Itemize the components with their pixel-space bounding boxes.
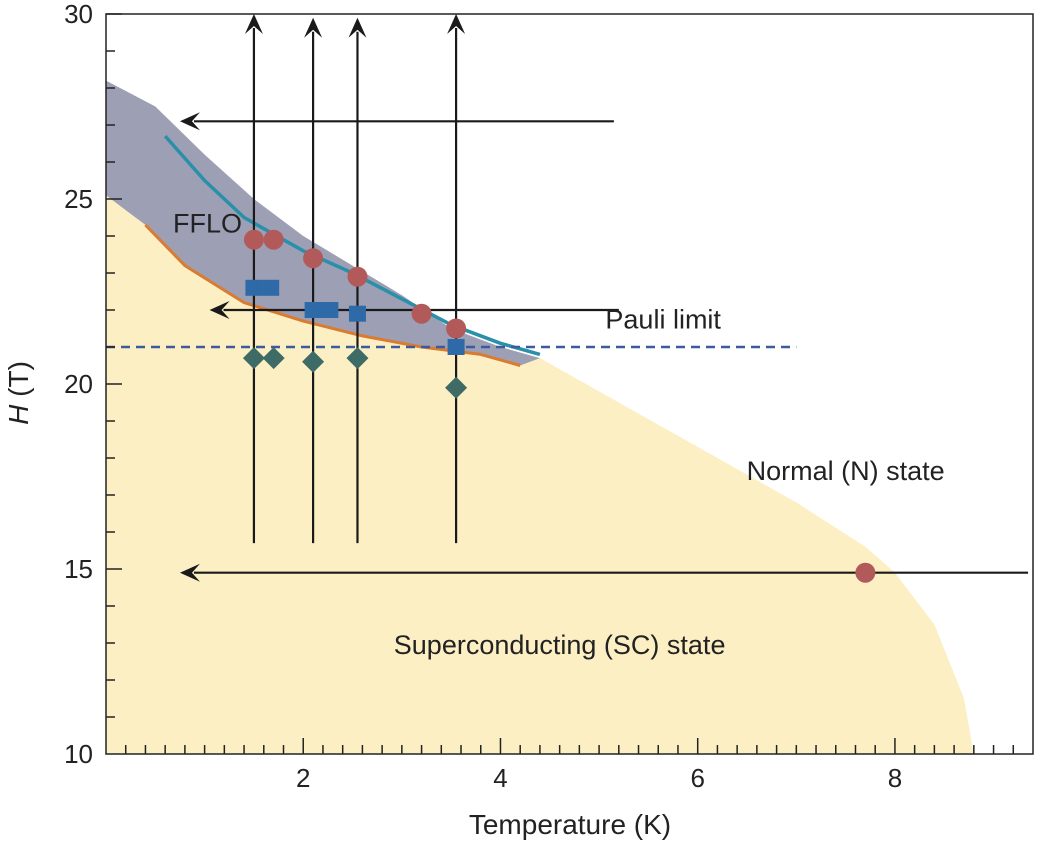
horizontal-arrow-3-head [179, 563, 200, 582]
square-marker-5 [348, 305, 366, 322]
diamond-marker-3 [302, 350, 325, 373]
circle-marker-4 [347, 266, 368, 287]
diamond-marker-4 [346, 347, 369, 370]
horizontal-arrow-1 [179, 112, 614, 131]
vertical-arrow-1-head [244, 14, 263, 34]
vertical-arrow-2 [304, 17, 323, 544]
sc-label: Superconducting (SC) state [394, 630, 726, 660]
square-marker-3 [304, 302, 322, 318]
y-tick-label: 25 [64, 184, 93, 214]
vertical-arrow-3 [348, 17, 367, 544]
diamond-marker-5 [445, 376, 468, 399]
square-marker-1 [245, 279, 263, 296]
x-tick-label: 2 [296, 763, 310, 793]
x-tick-label: 8 [888, 763, 902, 793]
fflo-lower-boundary-line [144, 223, 521, 367]
square-marker-6 [447, 339, 465, 355]
labels-layer: Temperature (K) H (T) FFLO Pauli limit Nor… [3, 208, 945, 840]
vertical-arrow-4 [447, 14, 466, 544]
x-axis-title: Temperature (K) [469, 809, 671, 840]
x-tick-label: 6 [690, 763, 704, 793]
axes-layer: 2 4 6 8 10 15 20 25 30 [64, 0, 1034, 793]
horizontal-arrow-2-head [209, 301, 230, 319]
fflo-label: FFLO [173, 208, 242, 238]
y-axis-title-unit: (T) [3, 361, 34, 405]
normal-label: Normal (N) state [747, 456, 945, 486]
square-marker-2 [262, 279, 280, 296]
vertical-arrow-3-head [348, 17, 367, 38]
circle-marker-5 [411, 303, 432, 324]
square-marker-4 [321, 302, 339, 318]
circle-marker-6 [446, 318, 467, 339]
markers-layer [242, 229, 876, 583]
y-tick-label: 20 [64, 369, 93, 399]
circle-marker-1 [243, 229, 264, 250]
pauli-label: Pauli limit [605, 305, 721, 335]
vertical-arrow-4-head [447, 14, 466, 34]
diamond-marker-1 [242, 347, 265, 370]
circle-marker-3 [303, 248, 324, 269]
y-tick-label: 30 [64, 0, 93, 29]
horizontal-arrow-1-head [179, 112, 200, 131]
vertical-arrow-2-head [304, 17, 323, 38]
circle-marker-7 [855, 562, 876, 583]
y-axis-title-symbol: H [3, 404, 34, 425]
horizontal-arrow-3 [179, 563, 1029, 582]
y-tick-label: 15 [64, 554, 93, 584]
x-tick-label: 4 [493, 763, 507, 793]
circle-marker-2 [263, 229, 284, 250]
y-tick-label: 10 [64, 739, 93, 769]
diamond-marker-2 [262, 347, 285, 370]
y-axis-title: H (T) [3, 361, 34, 425]
